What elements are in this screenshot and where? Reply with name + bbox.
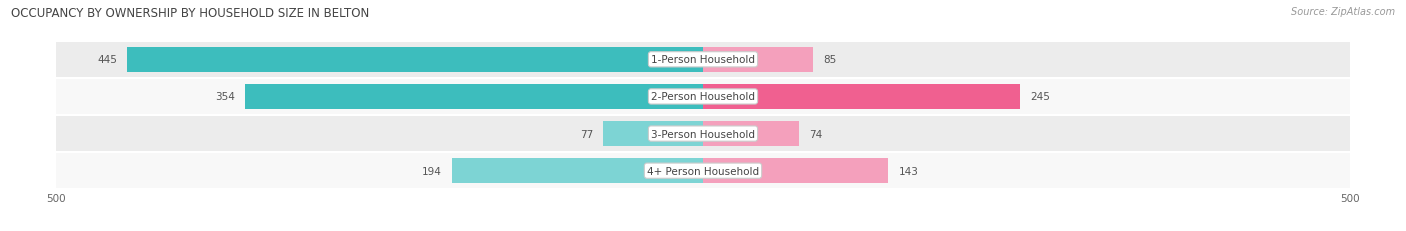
- Bar: [56, 117, 1350, 151]
- Text: OCCUPANCY BY OWNERSHIP BY HOUSEHOLD SIZE IN BELTON: OCCUPANCY BY OWNERSHIP BY HOUSEHOLD SIZE…: [11, 7, 370, 20]
- Bar: [453, 158, 703, 183]
- Text: 85: 85: [824, 55, 837, 65]
- Bar: [703, 85, 1019, 109]
- Text: 2-Person Household: 2-Person Household: [651, 92, 755, 102]
- Text: 354: 354: [215, 92, 235, 102]
- Text: 245: 245: [1031, 92, 1050, 102]
- Bar: [56, 43, 1350, 77]
- Text: 194: 194: [422, 166, 441, 176]
- Text: 445: 445: [97, 55, 117, 65]
- Text: 77: 77: [579, 129, 593, 139]
- Text: Source: ZipAtlas.com: Source: ZipAtlas.com: [1291, 7, 1395, 17]
- Bar: [703, 48, 813, 73]
- Bar: [603, 122, 703, 146]
- Bar: [703, 122, 799, 146]
- Bar: [56, 80, 1350, 114]
- Text: 3-Person Household: 3-Person Household: [651, 129, 755, 139]
- Bar: [56, 154, 1350, 188]
- Bar: [128, 48, 703, 73]
- Text: 74: 74: [808, 129, 823, 139]
- Text: 143: 143: [898, 166, 918, 176]
- Bar: [703, 158, 889, 183]
- Text: 1-Person Household: 1-Person Household: [651, 55, 755, 65]
- Bar: [245, 85, 703, 109]
- Text: 4+ Person Household: 4+ Person Household: [647, 166, 759, 176]
